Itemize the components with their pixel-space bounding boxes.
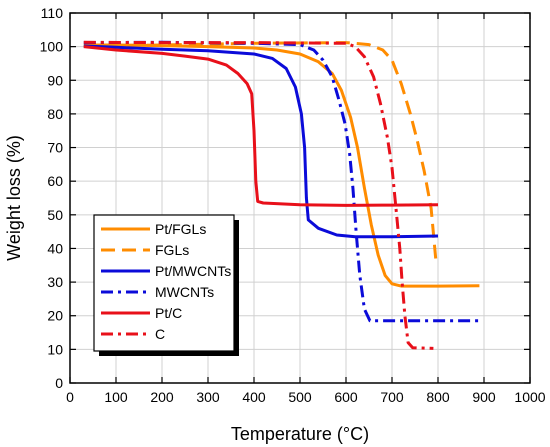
legend-label: Pt/FGLs <box>155 221 206 237</box>
legend-label: MWCNTs <box>155 284 214 300</box>
x-tick-label: 300 <box>196 389 220 405</box>
y-axis-title: Weight loss (%) <box>4 135 24 261</box>
y-tick-label: 80 <box>47 106 63 122</box>
legend: Pt/FGLs FGLs Pt/MWCNTs MWCNTs Pt/C C <box>93 214 239 356</box>
y-tick-label: 90 <box>47 72 63 88</box>
x-tick-label: 1000 <box>514 389 545 405</box>
x-tick-label: 200 <box>150 389 174 405</box>
series-line-pt-c <box>83 45 439 207</box>
y-tick-label: 70 <box>47 140 63 156</box>
x-tick-label: 600 <box>334 389 358 405</box>
y-tick-label: 110 <box>41 5 64 21</box>
series-line-pt-fgls <box>83 43 480 288</box>
legend-label: Pt/MWCNTs <box>155 263 231 279</box>
y-tick-label: 30 <box>47 274 63 290</box>
x-axis-title: Temperature (°C) <box>231 424 369 444</box>
x-tick-label: 900 <box>472 389 496 405</box>
series-line-c <box>83 40 434 350</box>
x-tick-label: 500 <box>288 389 312 405</box>
y-tick-label: 40 <box>47 240 63 256</box>
y-tick-label: 0 <box>55 375 63 391</box>
legend-label: FGLs <box>155 242 189 258</box>
y-tick-label: 10 <box>47 341 63 357</box>
legend-label: C <box>155 326 165 342</box>
y-tick-label: 50 <box>47 207 63 223</box>
x-tick-label: 700 <box>380 389 404 405</box>
legend-label: Pt/C <box>155 305 182 321</box>
x-tick-label: 800 <box>426 389 450 405</box>
legend-box <box>93 214 235 352</box>
x-tick-label: 100 <box>104 389 128 405</box>
x-tick-label: 400 <box>242 389 266 405</box>
series-line-fgls <box>83 41 438 259</box>
y-tick-label: 20 <box>47 308 63 324</box>
y-tick-label: 60 <box>47 173 63 189</box>
series-group <box>83 40 480 350</box>
y-tick-label: 100 <box>40 39 64 55</box>
series-line-pt-mwcnts <box>83 44 439 239</box>
x-tick-label: 0 <box>66 389 74 405</box>
axis-ticks: 0 100 200 300 400 500 600 700 800 900 1000 0 10 20 30 4… <box>40 5 546 405</box>
